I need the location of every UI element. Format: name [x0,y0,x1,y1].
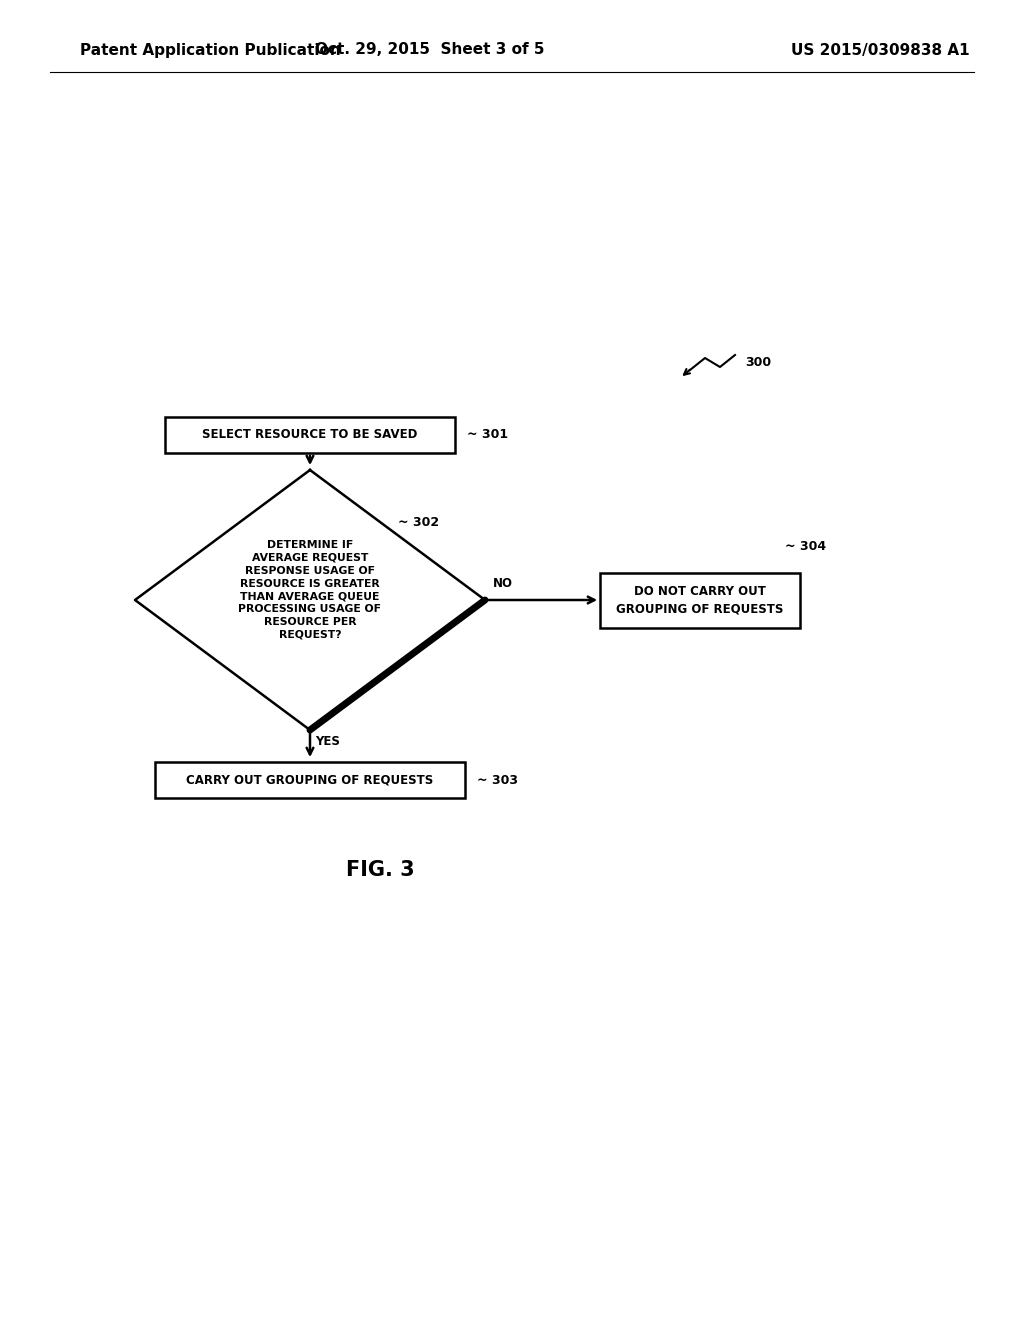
Text: FIG. 3: FIG. 3 [346,861,415,880]
Bar [165,417,455,453]
Text: DETERMINE IF
AVERAGE REQUEST
RESPONSE USAGE OF
RESOURCE IS GREATER
THAN AVERAGE : DETERMINE IF AVERAGE REQUEST RESPONSE US… [239,540,382,640]
Text: ~ 302: ~ 302 [397,516,438,528]
Bar [600,573,800,627]
Text: ~ 304: ~ 304 [785,540,826,553]
Text: SELECT RESOURCE TO BE SAVED: SELECT RESOURCE TO BE SAVED [203,429,418,441]
Bar [155,762,465,799]
Text: 300: 300 [745,355,771,368]
Text: Oct. 29, 2015  Sheet 3 of 5: Oct. 29, 2015 Sheet 3 of 5 [315,42,545,58]
Text: NO: NO [493,577,513,590]
Text: DO NOT CARRY OUT
GROUPING OF REQUESTS: DO NOT CARRY OUT GROUPING OF REQUESTS [616,585,783,615]
Text: ~ 301: ~ 301 [467,429,508,441]
Text: YES: YES [315,735,340,748]
Text: Patent Application Publication: Patent Application Publication [80,42,341,58]
Text: US 2015/0309838 A1: US 2015/0309838 A1 [791,42,970,58]
Text: CARRY OUT GROUPING OF REQUESTS: CARRY OUT GROUPING OF REQUESTS [186,774,433,787]
Text: ~ 303: ~ 303 [477,774,518,787]
